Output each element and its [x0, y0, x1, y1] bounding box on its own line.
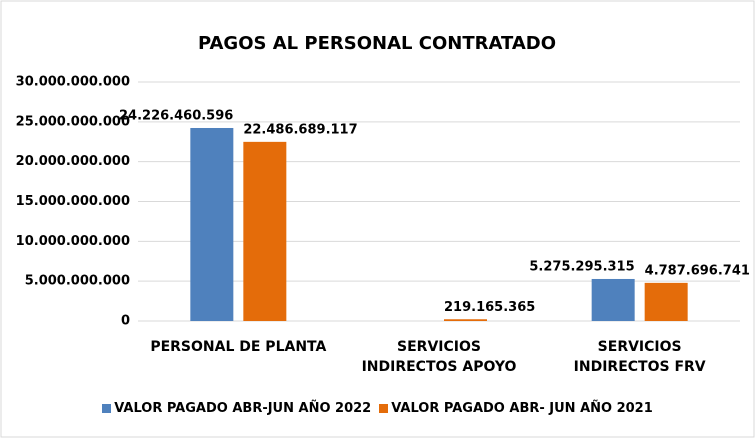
bar — [591, 278, 635, 321]
y-tick-label: 20.000.000.000 — [16, 154, 130, 169]
y-tick-label: 0 — [121, 314, 130, 329]
data-label: 4.787.696.741 — [645, 263, 750, 278]
y-tick-label: 5.000.000.000 — [25, 274, 130, 289]
bar — [243, 141, 287, 321]
legend: VALOR PAGADO ABR-JUN AÑO 2022 VALOR PAGAD… — [0, 401, 755, 417]
y-tick-label: 25.000.000.000 — [16, 114, 130, 129]
legend-item: VALOR PAGADO ABR- JUN AÑO 2021 — [379, 401, 653, 416]
x-tick-label: PERSONAL DE PLANTA — [150, 339, 327, 355]
y-tick-label: 30.000.000.000 — [16, 75, 130, 90]
y-tick-label: 10.000.000.000 — [16, 234, 130, 249]
x-tick-label: SERVICIOS INDIRECTOS FRV — [573, 339, 706, 375]
chart-title: PAGOS AL PERSONAL CONTRATADO — [198, 33, 556, 54]
y-tick-label: 15.000.000.000 — [16, 194, 130, 209]
x-tick-label: SERVICIOS INDIRECTOS APOYO — [361, 339, 517, 375]
bar — [444, 319, 487, 321]
legend-swatch — [102, 404, 112, 413]
data-label: 24.226.460.596 — [119, 108, 233, 123]
data-label: 5.275.295.315 — [529, 259, 634, 274]
bar — [190, 127, 234, 321]
legend-label: VALOR PAGADO ABR-JUN AÑO 2022 — [114, 401, 372, 416]
data-label: 219.165.365 — [444, 300, 535, 315]
data-label: 22.486.689.117 — [243, 122, 357, 137]
legend-label: VALOR PAGADO ABR- JUN AÑO 2021 — [391, 401, 653, 416]
legend-swatch — [379, 404, 389, 413]
bar — [644, 282, 688, 321]
legend-item: VALOR PAGADO ABR-JUN AÑO 2022 — [102, 401, 371, 416]
